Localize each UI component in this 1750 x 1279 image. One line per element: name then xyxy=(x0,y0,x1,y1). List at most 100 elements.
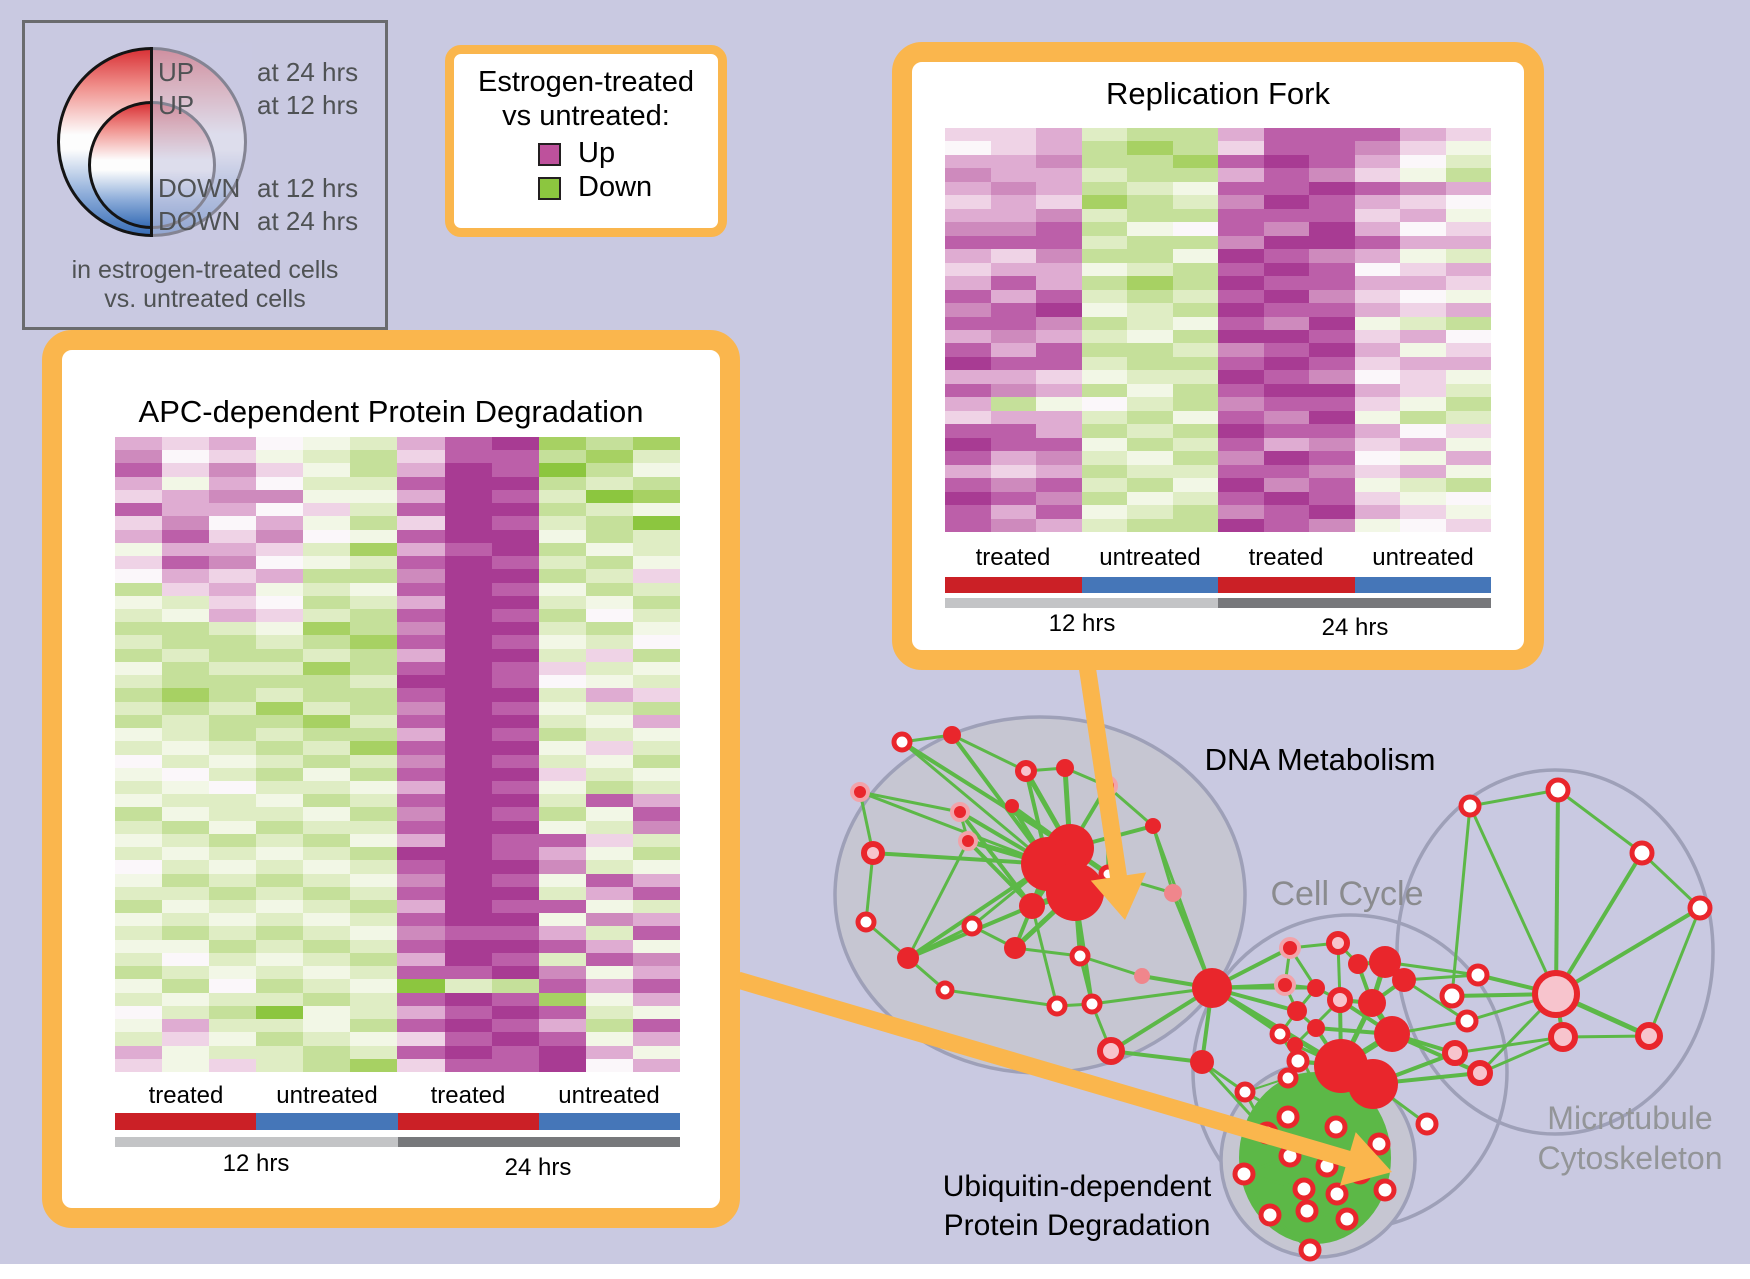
heatmap-cell xyxy=(162,1019,210,1033)
dir-up-12: UP xyxy=(158,90,195,120)
heatmap-cell xyxy=(350,1019,398,1033)
heatmap-cell xyxy=(303,820,351,834)
heatmap-cell xyxy=(115,979,163,993)
heatmap-cell xyxy=(491,966,539,980)
network-edge xyxy=(1377,1143,1387,1191)
heatmap-cell xyxy=(162,635,210,649)
heatmap-cell xyxy=(303,939,351,953)
network-edge xyxy=(1371,1083,1381,1145)
heatmap-cell xyxy=(632,701,680,715)
heatmap-cell xyxy=(209,714,257,729)
heatmap-cell xyxy=(632,529,680,543)
up-color-swatch xyxy=(538,143,561,166)
heatmap-cell xyxy=(209,569,257,583)
heatmap-cell xyxy=(1218,451,1264,465)
heatmap-cell xyxy=(444,1005,492,1020)
network-edge xyxy=(950,733,1050,866)
heatmap-cell xyxy=(1263,397,1309,411)
heatmap-cell xyxy=(1354,329,1400,344)
heatmap-cell xyxy=(632,648,680,662)
heatmap-cell xyxy=(1081,316,1127,330)
network-edge xyxy=(967,838,1049,867)
heatmap-cell xyxy=(1354,168,1400,182)
heatmap-cell xyxy=(256,569,304,583)
heatmap-cell xyxy=(1400,195,1446,209)
heatmap-cell xyxy=(1172,316,1218,330)
heatmap-cell xyxy=(209,767,257,781)
heatmap-cell xyxy=(945,222,991,236)
heatmap-cell xyxy=(350,489,398,504)
network-node xyxy=(1326,931,1350,955)
heatmap-cell xyxy=(303,582,351,596)
heatmap-cell xyxy=(945,276,991,290)
heatmap-cell xyxy=(1445,505,1491,519)
heatmap-cell xyxy=(115,728,163,742)
heatmap-cell xyxy=(209,873,257,887)
heatmap-cell xyxy=(444,648,492,662)
heatmap-cell xyxy=(585,556,633,570)
microtubule-label-line2: Cytoskeleton xyxy=(1537,1140,1723,1176)
network-node xyxy=(1415,1112,1439,1136)
heatmap-cell xyxy=(1127,370,1173,384)
network-edge xyxy=(1045,861,1078,895)
heatmap-cell xyxy=(1172,222,1218,236)
heatmap-cell xyxy=(444,437,492,451)
network-edge xyxy=(1068,845,1110,877)
heatmap-cell xyxy=(1354,410,1400,425)
heatmap-cell xyxy=(209,754,257,768)
heatmap-cell xyxy=(350,926,398,940)
heatmap-cell xyxy=(162,767,210,781)
heatmap-cell xyxy=(256,807,304,821)
heatmap-cell xyxy=(256,688,304,702)
heatmap-cell xyxy=(945,397,991,411)
heatmap-cell xyxy=(1445,303,1491,317)
network-node xyxy=(1532,970,1580,1018)
heatmap-cell xyxy=(1445,397,1491,411)
heatmap-cell xyxy=(256,754,304,768)
heatmap-cell xyxy=(115,556,163,570)
heatmap-cell xyxy=(115,807,163,821)
heatmap-cell xyxy=(538,701,586,715)
heatmap-cell xyxy=(1172,370,1218,384)
network-node xyxy=(1021,837,1075,891)
apc-group-label-1: treated xyxy=(148,1082,224,1109)
heatmap-cell xyxy=(115,661,163,676)
heatmap-cell xyxy=(1354,383,1400,398)
heatmap-cell xyxy=(209,741,257,755)
network-edge xyxy=(1356,963,1374,1004)
heatmap-cell xyxy=(444,556,492,570)
heatmap-cell xyxy=(303,886,351,901)
network-edge xyxy=(1029,863,1051,907)
heatmap-cell xyxy=(1172,356,1218,371)
heatmap-cell xyxy=(303,860,351,874)
heatmap-cell xyxy=(945,424,991,438)
heatmap-cell xyxy=(632,820,680,834)
heatmap-cell xyxy=(209,979,257,993)
heatmap-cell xyxy=(209,608,257,623)
heatmap-cell xyxy=(585,1019,633,1033)
heatmap-cell xyxy=(945,410,991,425)
heatmap-cell xyxy=(162,489,210,504)
heatmap-cell xyxy=(444,860,492,874)
heatmap-cell xyxy=(209,688,257,702)
heatmap-cell xyxy=(1309,154,1355,169)
heatmap-cell xyxy=(397,463,445,477)
heatmap-cell xyxy=(990,478,1036,492)
network-edge xyxy=(1338,999,1343,1067)
network-node xyxy=(1307,979,1325,997)
network-edge xyxy=(1109,986,1214,1053)
heatmap-cell xyxy=(350,556,398,570)
network-edge xyxy=(1211,946,1291,990)
heatmap-cell xyxy=(1036,222,1082,236)
network-edge xyxy=(1557,788,1643,855)
heatmap-cell xyxy=(1127,424,1173,438)
heatmap-cell xyxy=(945,370,991,384)
heatmap-cell xyxy=(1354,303,1400,317)
treatment-bar-segment xyxy=(115,1113,257,1130)
heatmap-cell xyxy=(1127,303,1173,317)
network-edge xyxy=(1359,1171,1386,1192)
heatmap-cell xyxy=(162,714,210,729)
network-edge xyxy=(1391,1032,1456,1055)
network-node xyxy=(1164,884,1182,902)
heatmap-cell xyxy=(491,860,539,874)
